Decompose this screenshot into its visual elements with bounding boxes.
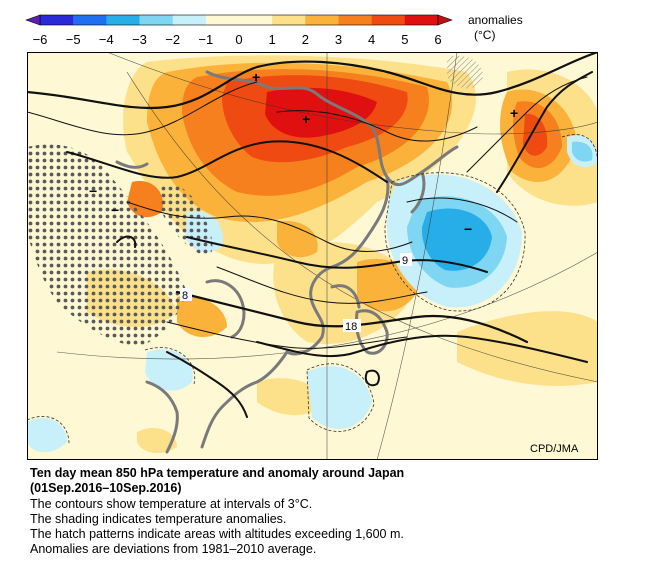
colorbar-tick-label: 5 (401, 32, 408, 47)
low-mark-1: − (89, 183, 97, 199)
contour-labels: 9 8 18 (180, 253, 412, 333)
colorbar-segment (239, 15, 273, 25)
low-mark-2: − (464, 221, 472, 237)
contour-label-18: 18 (345, 321, 357, 333)
warm-anomaly-peak (265, 87, 377, 138)
contour-label-9: 9 (402, 255, 408, 267)
high-altitude-hatch-west (27, 144, 187, 347)
colorbar-tick-label: 4 (368, 32, 375, 47)
colorbar-segment (40, 15, 74, 25)
colorbar-tick-label: 3 (335, 32, 342, 47)
caption-line-4: Anomalies are deviations from 1981–2010 … (30, 542, 317, 556)
colorbar-segment (106, 15, 140, 25)
colorbar-tick-label: −3 (132, 32, 147, 47)
colorbar-tick-label: −6 (33, 32, 48, 47)
caption-title-line2: (01Sep.2016–10Sep.2016) (30, 481, 182, 495)
caption-title-line1: Ten day mean 850 hPa temperature and ano… (30, 466, 405, 480)
high-mark-1: + (252, 69, 260, 85)
colorbar-tick-label: 0 (235, 32, 242, 47)
center-marks: + + + − − − (89, 69, 518, 237)
high-mark-3: + (510, 105, 518, 121)
colorbar-segment (73, 15, 107, 25)
caption-line-3: The hatch patterns indicate areas with a… (30, 527, 404, 541)
colorbar-segment (371, 15, 406, 25)
colorbar-right-arrow (437, 14, 453, 26)
colorbar-tick-label: −1 (198, 32, 213, 47)
colorbar-segment (272, 15, 306, 25)
caption-line-2: The shading indicates temperature anomal… (30, 512, 287, 526)
colorbar-tick-label: −2 (165, 32, 180, 47)
temperature-anomaly-map: 9 8 18 + + + − − − CPD/JMA (27, 52, 598, 460)
colorbar-segment (305, 15, 339, 25)
colorbar-tick-labels: −6 −5 −4 −3 −2 −1 0 1 2 3 4 5 6 (33, 32, 442, 47)
colorbar-tick-label: 1 (269, 32, 276, 47)
colorbar-segment (205, 15, 240, 25)
colorbar-segment (404, 15, 439, 25)
low-mark-3: − (111, 202, 119, 218)
colorbar-segment (139, 15, 173, 25)
map-credit: CPD/JMA (530, 443, 579, 455)
colorbar-left-arrow (25, 14, 41, 26)
legend-title: anomalies (468, 13, 523, 27)
graticule (56, 52, 598, 460)
hatched-area-north (447, 55, 483, 89)
cold-anomaly-strong (421, 208, 492, 271)
caption-line-1: The contours show temperature at interva… (30, 497, 313, 511)
colorbar-tick-label: −5 (66, 32, 81, 47)
colorbar-tick-label: 2 (302, 32, 309, 47)
colorbar-tick-label: 6 (434, 32, 441, 47)
colorbar-segments (39, 14, 439, 26)
colorbar-segment (338, 15, 372, 25)
map-frame (27, 52, 598, 460)
colorbar-tick-label: −4 (99, 32, 114, 47)
high-mark-2: + (302, 111, 310, 127)
coastlines (115, 70, 459, 454)
legend-unit: (°C) (474, 28, 495, 42)
colorbar-segment (172, 15, 207, 25)
contour-label-8: 8 (182, 290, 188, 302)
anomaly-colorbar: −6 −5 −4 −3 −2 −1 0 1 2 3 4 5 6 anomalies (°C) (25, 13, 523, 47)
